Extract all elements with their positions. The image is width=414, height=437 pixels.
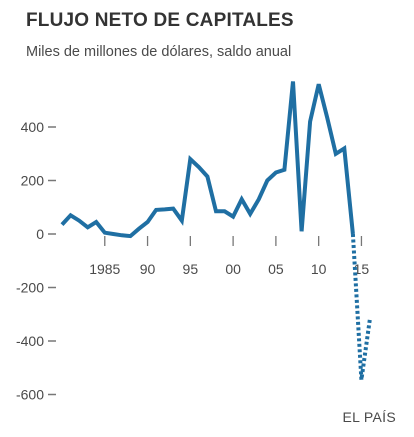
x-tick-label: 1985	[89, 261, 120, 277]
series-line-actual	[60, 81, 355, 239]
source-credit: EL PAÍS	[342, 409, 396, 425]
y-tick-label: 0	[36, 226, 44, 242]
series-group	[60, 81, 372, 381]
chart-subtitle: Miles de millones de dólares, saldo anua…	[26, 44, 292, 60]
x-tick-label: 10	[311, 261, 327, 277]
y-tick-label: -200	[16, 280, 44, 296]
y-axis-ticks: 400 200 0 -200 -400 -600	[16, 119, 56, 403]
chart-title: FLUJO NETO DE CAPITALES	[26, 10, 294, 31]
y-tick-label: -400	[16, 333, 44, 349]
y-tick-label: 200	[21, 173, 45, 189]
x-axis-ticks: 1985 90 95 00 05 10 15	[89, 236, 369, 277]
x-tick-label: 00	[225, 261, 241, 277]
y-tick-label: 400	[21, 119, 45, 135]
series-line-projected	[350, 233, 372, 381]
y-tick-label: -600	[16, 387, 44, 403]
x-tick-label: 90	[140, 261, 156, 277]
x-tick-label: 95	[183, 261, 199, 277]
x-tick-label: 05	[268, 261, 284, 277]
x-tick-label: 15	[354, 261, 370, 277]
